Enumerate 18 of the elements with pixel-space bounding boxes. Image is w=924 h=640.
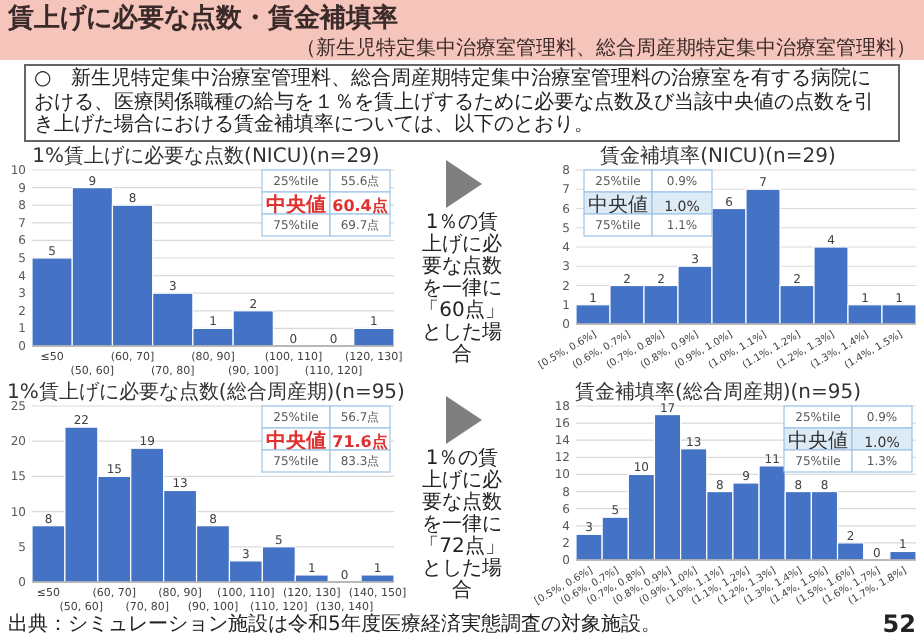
chart-title: 1%賃上げに必要な点数(NICU)(n=29) [32,144,380,168]
annotation: 中央値 [266,429,326,453]
bar [353,327,395,347]
annotation: 60.4点 [332,197,388,215]
annotation: 中央値 [788,429,848,453]
text: 1％の賃上げに必要な点数を一律に「60点」とした場合 [417,212,507,366]
text: 52 [882,610,916,638]
annotation: 71.6点 [332,433,388,451]
text: （新生児特定集中治療室管理料、総合周産期特定集中治療室管理料） [296,35,916,62]
text: ○ 新生児特定集中治療室管理料、総合周産期特定集中治療室管理料の治療室を有する病院における、医療関係職種の給与を１％を賃上げするために必要な点数及び当該中央値の点数を引き上げた場合における賃金補填率については、以下のとおり。 [24,64,900,141]
source-note: 出典：シミュレーション施設は令和5年度医療経済実態調査の対象施設。 [8,614,661,638]
annotation: 中央値 [266,193,326,217]
chart-title: 賃金補填率(総合周産期)(n=95) [574,380,862,404]
text: 1％の賃上げに必要な点数を一律に「72点」とした場合 [417,448,507,602]
chart-title: 1%賃上げに必要な点数(総合周産期)(n=95) [7,380,406,404]
annotation: 中央値 [588,193,648,217]
text: 賃上げに必要な点数・賃金補填率 [8,1,398,36]
chart-title: 賃金補填率(NICU)(n=29) [600,144,836,168]
